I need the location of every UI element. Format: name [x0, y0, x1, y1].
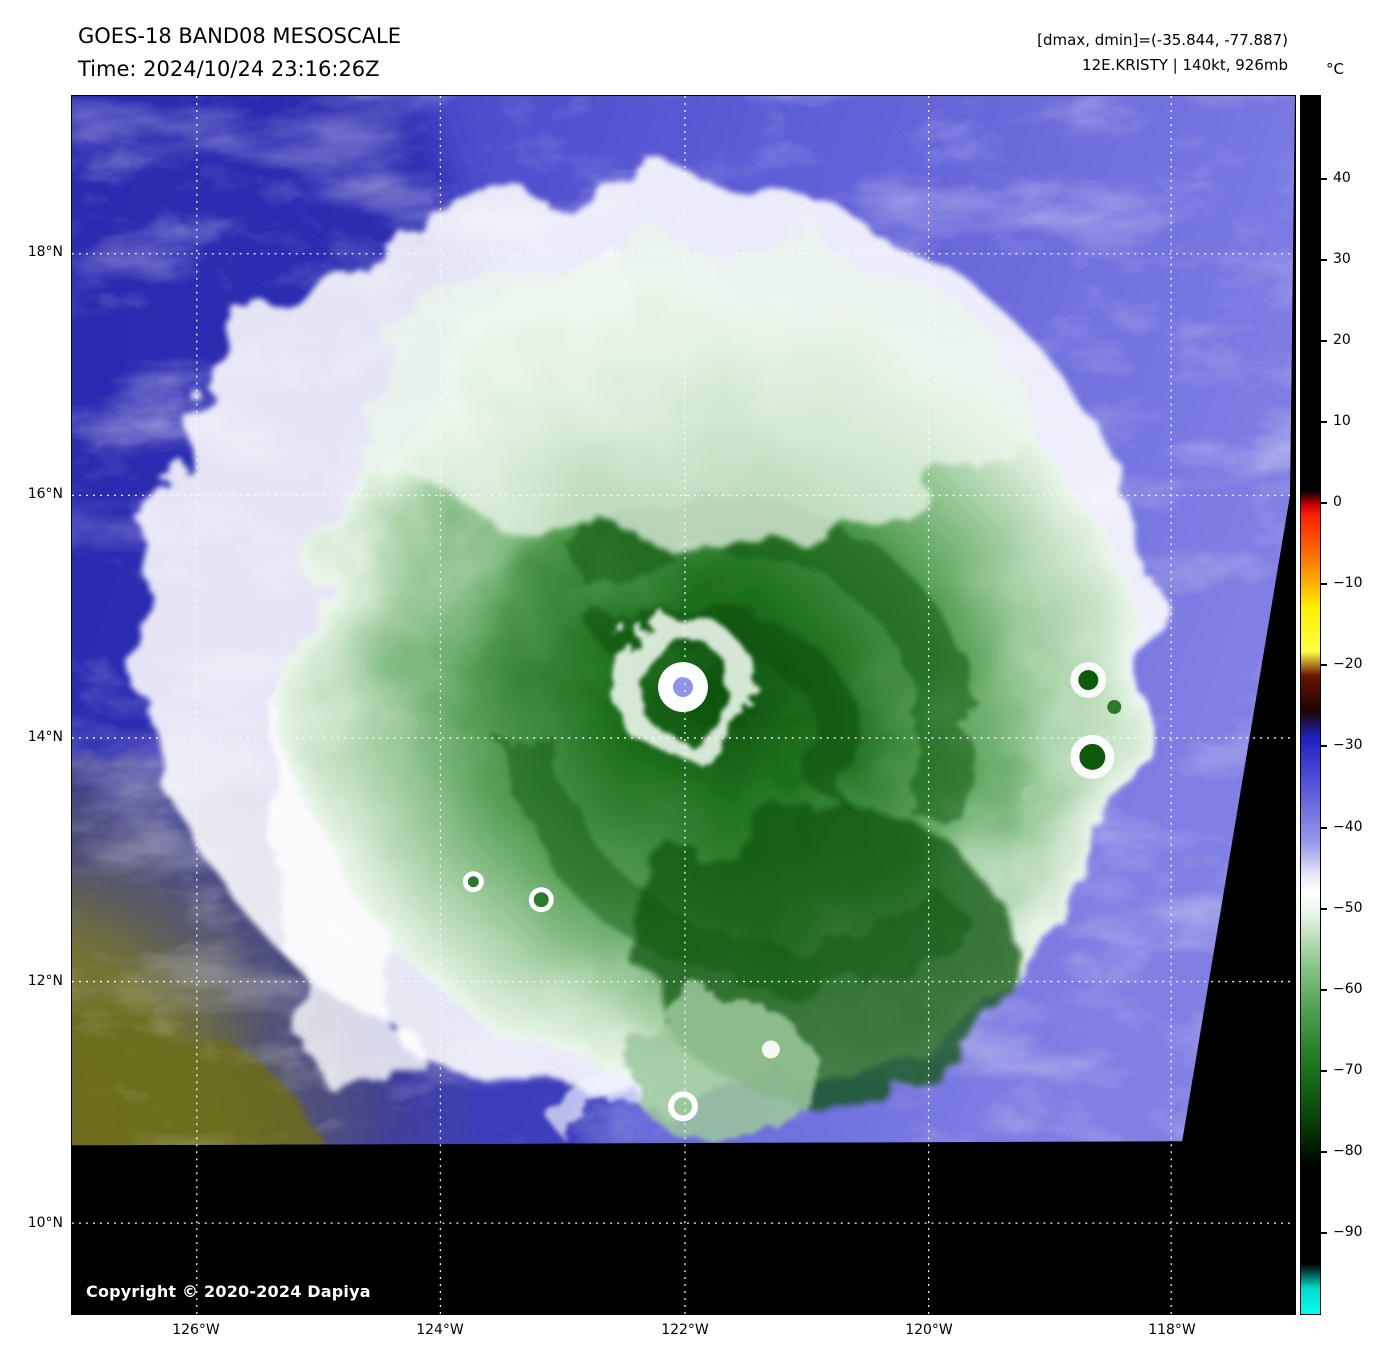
- temperature-colorbar: [1300, 95, 1321, 1315]
- colorbar-label-20: 20: [1333, 332, 1351, 348]
- colorbar-label-m30: −30: [1333, 737, 1363, 753]
- colorbar-tick: [1321, 1232, 1327, 1234]
- colorbar-label-m60: −60: [1333, 981, 1363, 997]
- colorbar-label-m80: −80: [1333, 1143, 1363, 1159]
- colorbar-label-m70: −70: [1333, 1062, 1363, 1078]
- colorbar-label-30: 30: [1333, 251, 1351, 267]
- storm-info: 12E.KRISTY | 140kt, 926mb: [1082, 55, 1288, 74]
- colorbar-tick: [1321, 989, 1327, 991]
- lon-label-124w: 124°W: [416, 1322, 464, 1338]
- colorbar-tick: [1321, 583, 1327, 585]
- colorbar-tick: [1321, 340, 1327, 342]
- colorbar-label-m20: −20: [1333, 656, 1363, 672]
- lon-label-126w: 126°W: [172, 1322, 220, 1338]
- copyright-notice: Copyright © 2020-2024 Dapiya: [86, 1282, 371, 1301]
- product-time: Time: 2024/10/24 23:16:26Z: [78, 56, 380, 81]
- colorbar-tick: [1321, 178, 1327, 180]
- colorbar-unit-label: °C: [1326, 60, 1344, 78]
- data-range: [dmax, dmin]=(-35.844, -77.887): [1037, 31, 1288, 49]
- lat-label-18n: 18°N: [27, 244, 63, 260]
- header-left: GOES-18 BAND08 MESOSCALE Time: 2024/10/2…: [78, 20, 401, 85]
- colorbar-tick: [1321, 827, 1327, 829]
- lat-label-14n: 14°N: [27, 729, 63, 745]
- graticule: [72, 96, 1295, 1314]
- colorbar-label-m10: −10: [1333, 575, 1363, 591]
- colorbar-label-m40: −40: [1333, 819, 1363, 835]
- colorbar-tick: [1321, 502, 1327, 504]
- colorbar-label-10: 10: [1333, 413, 1351, 429]
- lon-label-120w: 120°W: [905, 1322, 953, 1338]
- header-right: [dmax, dmin]=(-35.844, -77.887) 12E.KRIS…: [1037, 28, 1288, 78]
- lat-label-12n: 12°N: [27, 973, 63, 989]
- satellite-image-art: [72, 96, 1295, 1314]
- colorbar-tick: [1321, 421, 1327, 423]
- colorbar-label-m50: −50: [1333, 900, 1363, 916]
- lat-label-16n: 16°N: [27, 486, 63, 502]
- lon-label-118w: 118°W: [1148, 1322, 1196, 1338]
- colorbar-tick: [1321, 745, 1327, 747]
- colorbar-tick: [1321, 259, 1327, 261]
- lon-label-122w: 122°W: [661, 1322, 709, 1338]
- colorbar-tick: [1321, 1070, 1327, 1072]
- product-title: GOES-18 BAND08 MESOSCALE: [78, 24, 401, 48]
- colorbar-tick: [1321, 664, 1327, 666]
- colorbar-tick: [1321, 1151, 1327, 1153]
- colorbar-label-0: 0: [1333, 494, 1342, 510]
- colorbar-tick: [1321, 908, 1327, 910]
- lat-label-10n: 10°N: [27, 1215, 63, 1231]
- colorbar-label-m90: −90: [1333, 1224, 1363, 1240]
- satellite-image-panel: Copyright © 2020-2024 Dapiya: [71, 95, 1296, 1315]
- colorbar-label-40: 40: [1333, 170, 1351, 186]
